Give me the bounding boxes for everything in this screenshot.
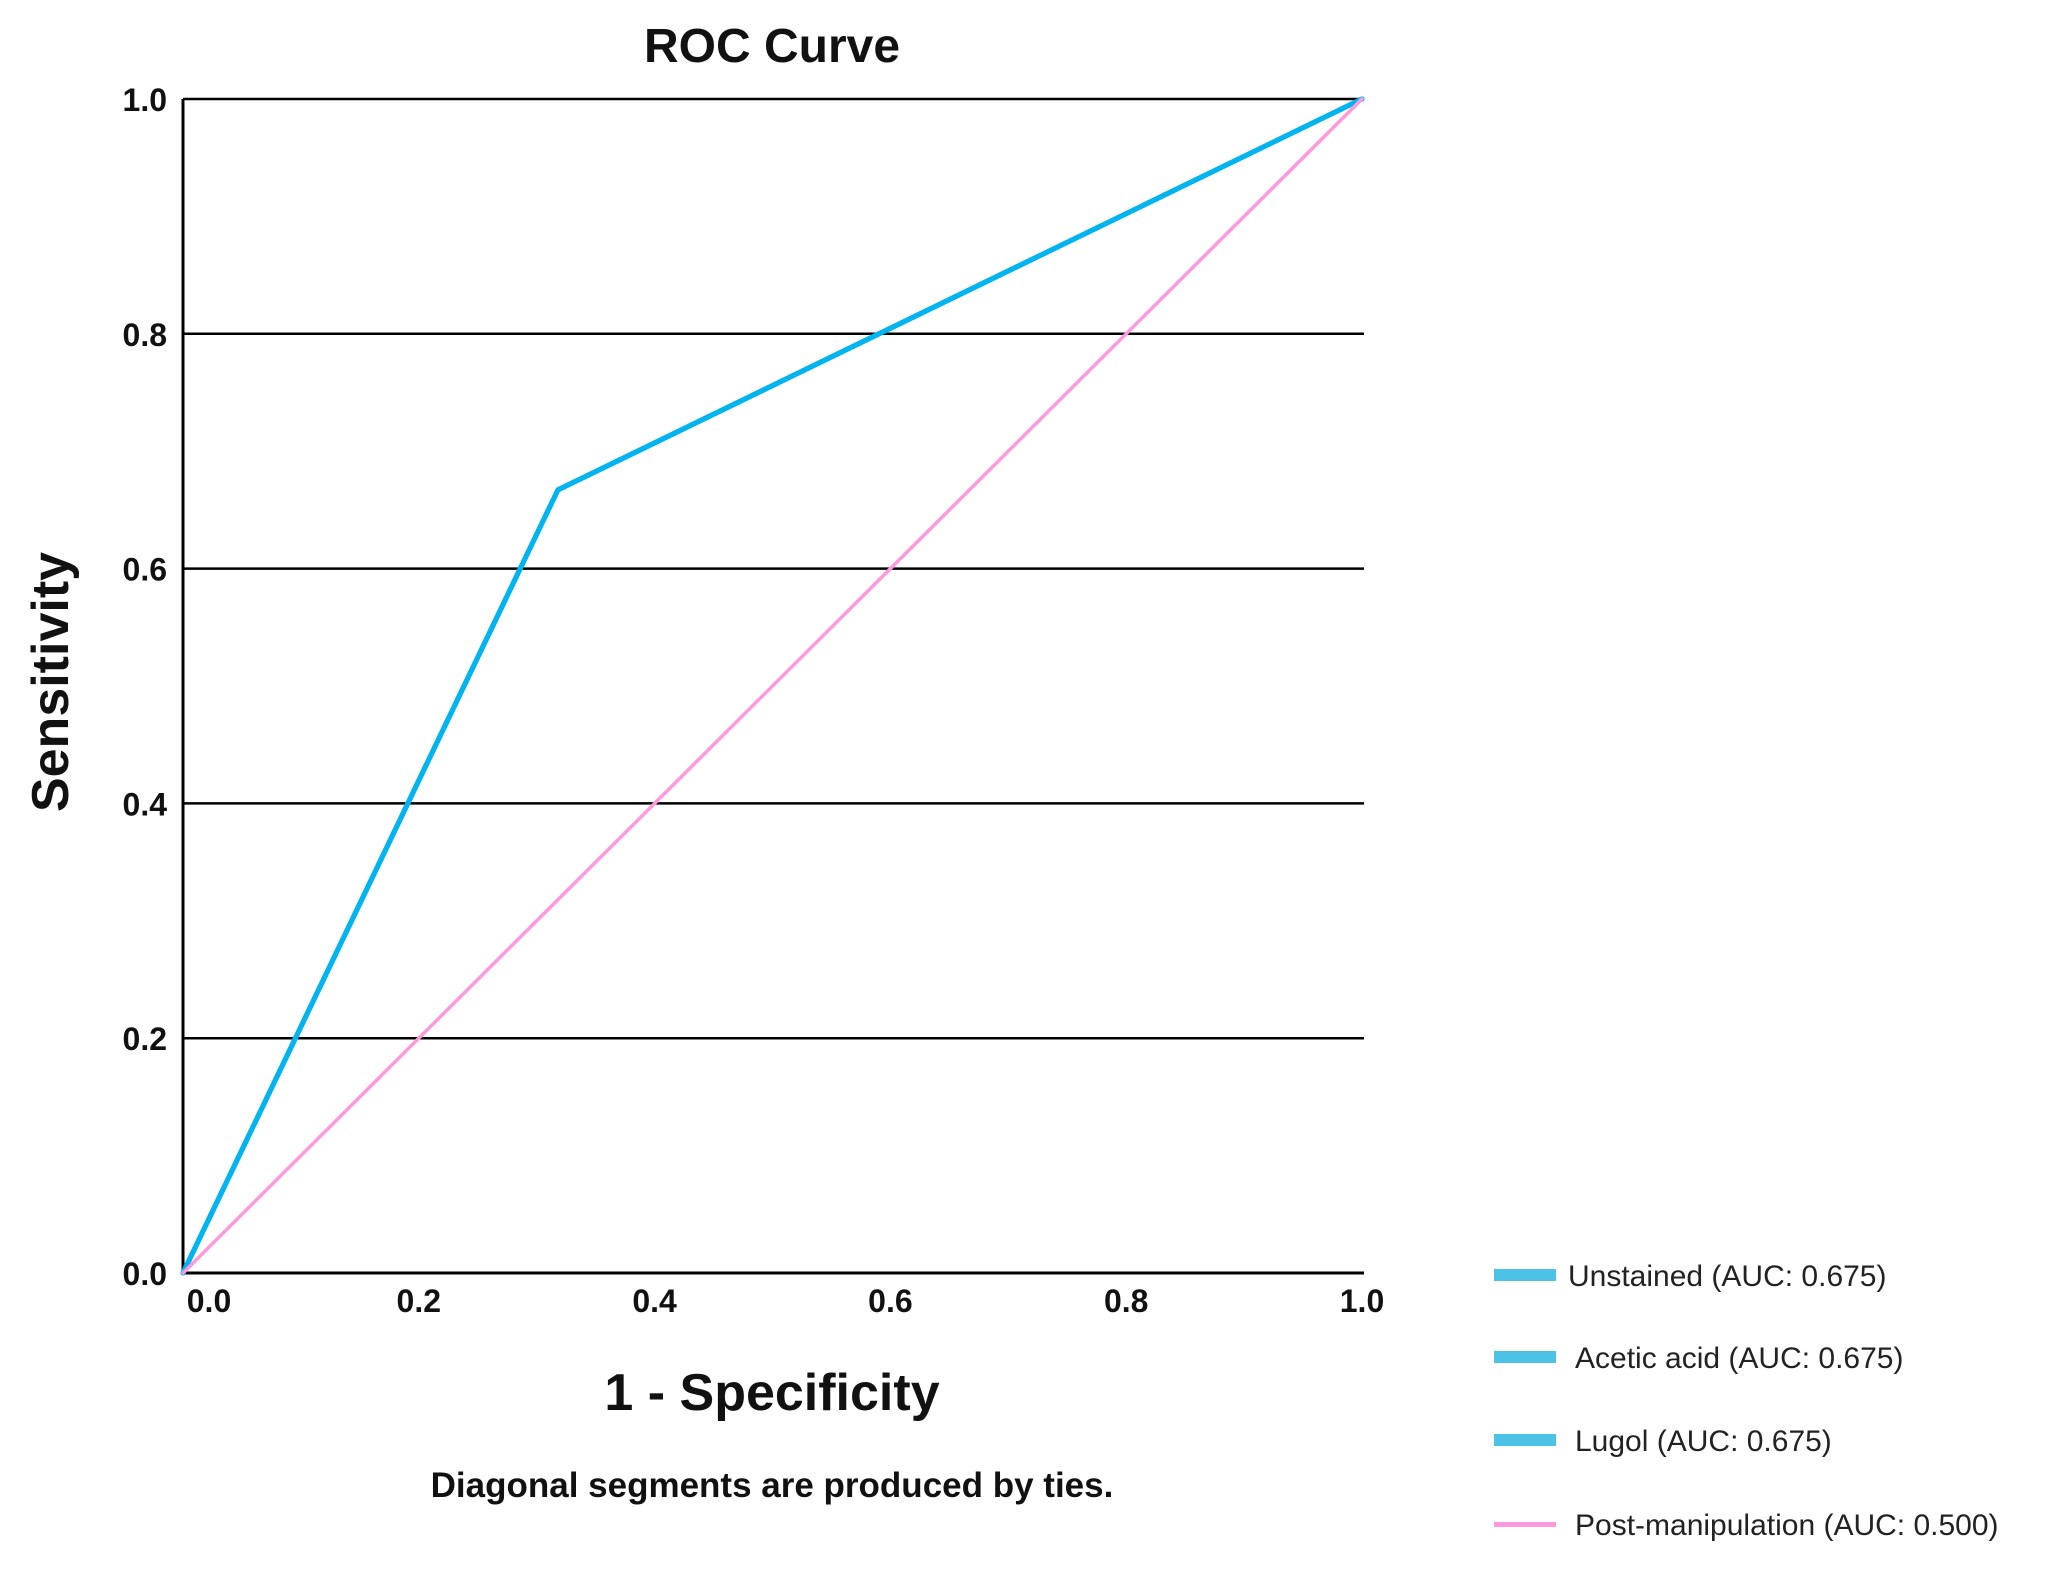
axes <box>181 99 1364 1275</box>
legend-swatch-1 <box>1494 1351 1556 1363</box>
y-tick-labels: 0.0 0.2 0.4 0.6 0.8 1.0 <box>123 82 168 1292</box>
legend-label-0: Unstained (AUC: 0.675) <box>1568 1260 1887 1293</box>
y-axis-title: Sensitivity <box>22 552 80 812</box>
x-tick-label-1: 0.2 <box>397 1283 441 1319</box>
x-tick-label-0: 0.0 <box>187 1283 231 1319</box>
x-axis-title: 1 - Specificity <box>604 1364 939 1422</box>
legend-label-3: Post-manipulation (AUC: 0.500) <box>1575 1509 1999 1542</box>
gridlines <box>183 97 1364 1040</box>
x-tick-label-3: 0.6 <box>868 1283 912 1319</box>
y-tick-label-4: 0.8 <box>123 317 167 353</box>
chart-title: ROC Curve <box>644 20 900 73</box>
legend-label-1: Acetic acid (AUC: 0.675) <box>1575 1342 1903 1375</box>
series-line-3 <box>181 97 1364 1275</box>
x-tick-label-5: 1.0 <box>1340 1283 1384 1319</box>
legend-label-2: Lugol (AUC: 0.675) <box>1575 1425 1832 1458</box>
chart-note: Diagonal segments are produced by ties. <box>431 1466 1114 1505</box>
series-line-2 <box>180 96 1365 1276</box>
y-tick-label-1: 0.2 <box>123 1021 167 1057</box>
x-tick-label-2: 0.4 <box>632 1283 677 1319</box>
y-tick-label-3: 0.6 <box>123 552 167 588</box>
x-tick-label-4: 0.8 <box>1104 1283 1148 1319</box>
y-tick-label-0: 0.0 <box>123 1256 167 1292</box>
legend-swatch-0 <box>1494 1269 1556 1281</box>
y-tick-label-5: 1.0 <box>123 82 167 118</box>
legend-swatch-2 <box>1494 1434 1556 1446</box>
legend: Unstained (AUC: 0.675) Acetic acid (AUC: … <box>1494 1260 1999 1542</box>
legend-swatch-3 <box>1494 1522 1556 1527</box>
series-lines <box>180 96 1365 1276</box>
x-tick-labels: 0.0 0.2 0.4 0.6 0.8 1.0 <box>187 1283 1384 1319</box>
y-tick-label-2: 0.4 <box>123 786 168 822</box>
